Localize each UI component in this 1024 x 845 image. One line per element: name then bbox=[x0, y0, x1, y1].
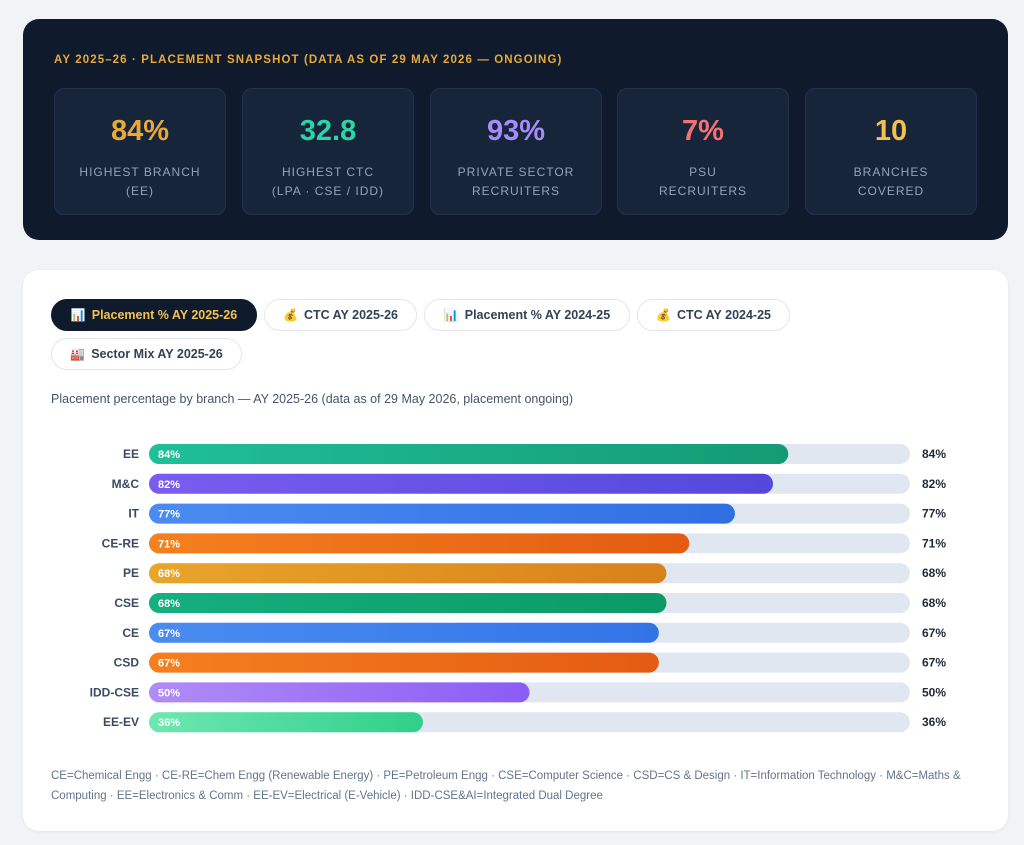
placement-bar-chart: EE 84% 84% M&C 82% 82% IT 77% 77% CE-RE 71% 71% PE 68… bbox=[90, 444, 946, 733]
stat-card-highest-branch: 84% HIGHEST BRANCH (EE) bbox=[54, 88, 226, 215]
stat-card-highest-ctc: 32.8 HIGHEST CTC (LPA · CSE / IDD) bbox=[242, 88, 414, 215]
branch-abbreviation-legend: CE=Chemical Engg · CE-RE=Chem Engg (Rene… bbox=[51, 770, 961, 802]
bar-value-label: 82% bbox=[922, 477, 946, 491]
stat-label-line: (LPA · CSE / IDD) bbox=[271, 184, 385, 198]
tab-label: CTC AY 2024-25 bbox=[676, 308, 771, 322]
bar-value-label: 71% bbox=[922, 536, 946, 550]
stat-label-line: HIGHEST BRANCH bbox=[79, 165, 201, 179]
bar[interactable] bbox=[149, 652, 659, 673]
chart-card: 📊 Placement % AY 2025-26 💰 CTC AY 2025-2… bbox=[23, 270, 1008, 831]
tab-ctc-2025-26[interactable]: 💰 CTC AY 2025-26 bbox=[264, 299, 417, 331]
money-bag-icon: 💰 bbox=[283, 308, 298, 322]
stat-value: 32.8 bbox=[299, 115, 357, 147]
bar-inner-value-label: 71% bbox=[158, 538, 180, 550]
bar-inner-value-label: 50% bbox=[158, 687, 180, 699]
bar[interactable] bbox=[149, 682, 530, 703]
stat-label-line: RECRUITERS bbox=[658, 184, 747, 198]
stat-label-line: BRANCHES bbox=[853, 165, 929, 179]
stat-label-line: RECRUITERS bbox=[471, 184, 560, 198]
bar-inner-value-label: 67% bbox=[158, 628, 180, 640]
stat-value: 10 bbox=[874, 115, 908, 147]
stat-label: PSU RECRUITERS bbox=[618, 163, 788, 201]
bar-value-label: 67% bbox=[922, 626, 946, 640]
stat-label: PRIVATE SECTOR RECRUITERS bbox=[431, 163, 601, 201]
category-label: CSD bbox=[114, 656, 140, 670]
placement-snapshot-panel: AY 2025–26 · PLACEMENT SNAPSHOT (DATA AS… bbox=[23, 19, 1008, 240]
tab-label: Placement % AY 2024-25 bbox=[464, 308, 611, 322]
category-label: IT bbox=[128, 507, 139, 521]
stat-label-line: HIGHEST CTC bbox=[281, 165, 375, 179]
stat-value: 93% bbox=[486, 115, 546, 147]
category-label: PE bbox=[123, 566, 139, 580]
bar[interactable] bbox=[149, 622, 659, 643]
category-label: EE bbox=[123, 447, 139, 461]
stat-label-line: (EE) bbox=[126, 184, 154, 198]
bar[interactable] bbox=[149, 563, 667, 584]
bar-value-label: 68% bbox=[922, 596, 946, 610]
tab-placement-2024-25[interactable]: 📊 Placement % AY 2024-25 bbox=[424, 299, 630, 331]
tab-ctc-2024-25[interactable]: 💰 CTC AY 2024-25 bbox=[637, 299, 790, 331]
stat-label-line: PSU bbox=[689, 165, 717, 179]
tab-label: Placement % AY 2025-26 bbox=[91, 308, 238, 322]
bar-value-label: 77% bbox=[922, 507, 946, 521]
bar-inner-value-label: 36% bbox=[158, 717, 180, 729]
tab-placement-2025-26[interactable]: 📊 Placement % AY 2025-26 bbox=[51, 299, 257, 331]
stat-label: HIGHEST CTC (LPA · CSE / IDD) bbox=[243, 163, 413, 201]
bar[interactable] bbox=[149, 503, 735, 524]
bar-inner-value-label: 68% bbox=[158, 598, 180, 610]
bar-inner-value-label: 84% bbox=[158, 449, 180, 461]
stat-card-branches: 10 BRANCHES COVERED bbox=[805, 88, 977, 215]
bar[interactable] bbox=[149, 533, 690, 554]
stat-card-private-sector: 93% PRIVATE SECTOR RECRUITERS bbox=[430, 88, 602, 215]
bar-value-label: 50% bbox=[922, 685, 946, 699]
bar[interactable] bbox=[149, 593, 667, 613]
bar[interactable] bbox=[149, 473, 774, 494]
bar-value-label: 68% bbox=[922, 566, 946, 580]
category-label: M&C bbox=[112, 477, 140, 491]
factory-icon: 🏭 bbox=[70, 347, 86, 361]
tab-label: CTC AY 2025-26 bbox=[303, 308, 398, 322]
stat-value: 7% bbox=[682, 115, 724, 147]
stat-label: BRANCHES COVERED bbox=[806, 163, 976, 201]
stat-label-line: PRIVATE SECTOR bbox=[457, 165, 575, 179]
snapshot-title: AY 2025–26 · PLACEMENT SNAPSHOT (DATA AS… bbox=[54, 54, 563, 66]
category-label: CE-RE bbox=[102, 536, 139, 550]
bar-inner-value-label: 68% bbox=[158, 568, 180, 580]
bar-inner-value-label: 67% bbox=[158, 658, 180, 670]
category-label: CE bbox=[122, 626, 139, 640]
bar-chart-icon: 📊 bbox=[443, 308, 459, 322]
bar-value-label: 36% bbox=[922, 715, 946, 729]
stat-label: HIGHEST BRANCH (EE) bbox=[55, 163, 225, 201]
category-label: CSE bbox=[114, 596, 139, 610]
stat-label-line: COVERED bbox=[857, 184, 925, 198]
bar[interactable] bbox=[149, 712, 423, 733]
bar-value-label: 67% bbox=[922, 656, 946, 670]
bar-inner-value-label: 82% bbox=[158, 479, 180, 491]
bar[interactable] bbox=[149, 444, 789, 464]
tab-label: Sector Mix AY 2025-26 bbox=[91, 347, 223, 361]
category-label: IDD-CSE bbox=[90, 685, 139, 699]
bar-inner-value-label: 77% bbox=[158, 509, 180, 521]
stat-card-psu: 7% PSU RECRUITERS bbox=[617, 88, 789, 215]
bar-value-label: 84% bbox=[922, 447, 946, 461]
tab-sector-mix-2025-26[interactable]: 🏭 Sector Mix AY 2025-26 bbox=[51, 338, 242, 370]
money-bag-icon: 💰 bbox=[656, 308, 671, 322]
category-label: EE-EV bbox=[103, 715, 139, 729]
chart-caption: Placement percentage by branch — AY 2025… bbox=[51, 392, 574, 406]
stat-value: 84% bbox=[110, 115, 170, 147]
bar-chart-icon: 📊 bbox=[70, 308, 86, 322]
